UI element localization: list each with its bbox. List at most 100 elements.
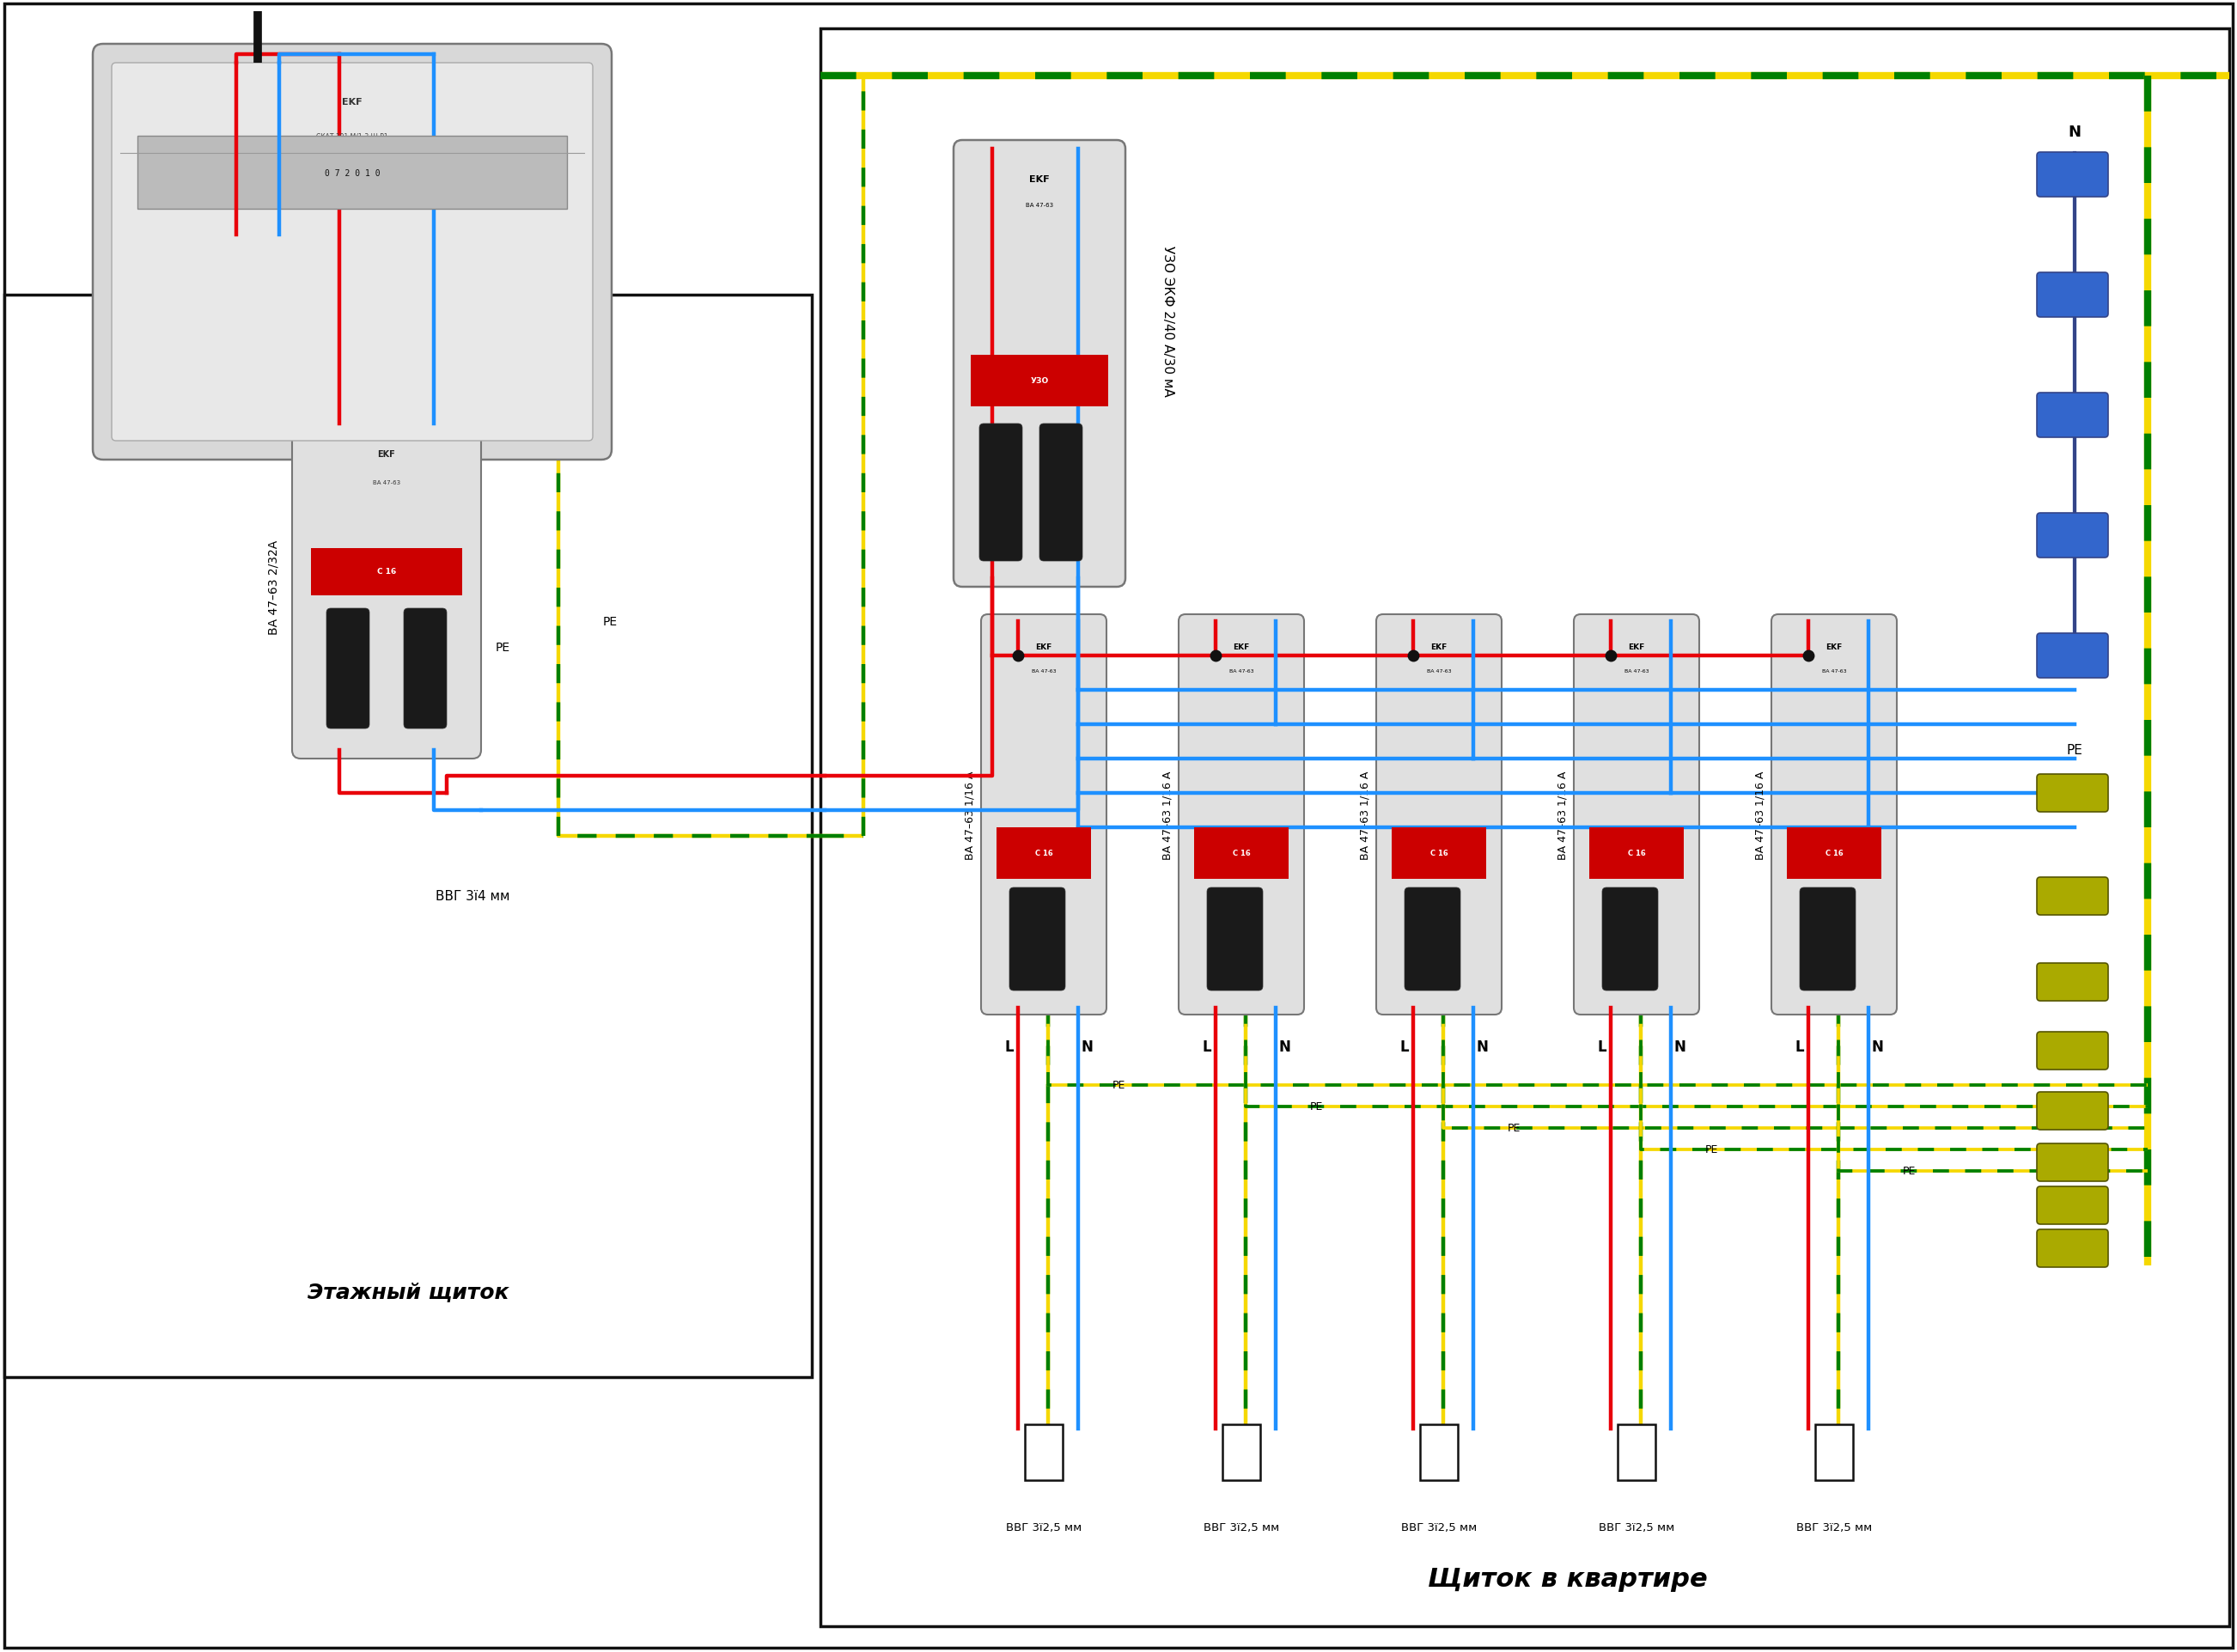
Bar <box>1025 1424 1063 1480</box>
Text: PE: PE <box>602 616 617 628</box>
FancyBboxPatch shape <box>2038 514 2107 558</box>
Bar <box>1420 1424 1459 1480</box>
Text: 0 7 2 0 1 0: 0 7 2 0 1 0 <box>324 169 380 178</box>
Text: ВА 47–63 1/16 А: ВА 47–63 1/16 А <box>1557 770 1568 859</box>
FancyBboxPatch shape <box>1009 887 1065 991</box>
Text: PE: PE <box>1705 1145 1718 1155</box>
Text: L: L <box>201 253 210 269</box>
Text: PE: PE <box>1508 1123 1521 1133</box>
Bar <box>1617 1424 1655 1480</box>
Text: ВВГ 3ї2,5 мм: ВВГ 3ї2,5 мм <box>1400 1521 1476 1533</box>
Text: PE: PE <box>494 641 510 654</box>
Text: СКАТ 101 М/1-3 Ш Р1: СКАТ 101 М/1-3 Ш Р1 <box>315 132 389 140</box>
FancyBboxPatch shape <box>1575 615 1700 1014</box>
Text: ВВГ 3ї2,5 мм: ВВГ 3ї2,5 мм <box>1007 1521 1083 1533</box>
Text: PE: PE <box>1311 1102 1324 1112</box>
Text: EKF: EKF <box>1036 644 1051 651</box>
FancyBboxPatch shape <box>2038 393 2107 438</box>
Text: L: L <box>1204 1039 1212 1054</box>
Text: ВВГ 3ї2,5 мм: ВВГ 3ї2,5 мм <box>1599 1521 1676 1533</box>
FancyBboxPatch shape <box>1179 615 1304 1014</box>
Text: ВА 47-63: ВА 47-63 <box>1031 669 1056 674</box>
FancyBboxPatch shape <box>1772 615 1897 1014</box>
Text: PE: PE <box>1904 1166 1917 1176</box>
FancyBboxPatch shape <box>2038 877 2107 915</box>
Text: C 16: C 16 <box>1429 849 1447 857</box>
FancyBboxPatch shape <box>1801 887 1854 991</box>
FancyBboxPatch shape <box>136 137 566 210</box>
Text: ВА 47–63 1/16 А: ВА 47–63 1/16 А <box>1161 770 1172 859</box>
FancyBboxPatch shape <box>1405 887 1461 991</box>
Bar <box>1221 1424 1259 1480</box>
Text: EKF: EKF <box>1233 644 1250 651</box>
Text: Этажный щиток: Этажный щиток <box>306 1280 508 1302</box>
Text: ВА 47-63: ВА 47-63 <box>1624 669 1649 674</box>
FancyBboxPatch shape <box>2038 963 2107 1001</box>
Text: N: N <box>1673 1039 1684 1054</box>
FancyBboxPatch shape <box>2038 1092 2107 1130</box>
Text: ВА 47-63: ВА 47-63 <box>1821 669 1846 674</box>
Text: ВА 47-63: ВА 47-63 <box>1027 203 1054 208</box>
FancyBboxPatch shape <box>2038 273 2107 317</box>
Text: N: N <box>1277 1039 1291 1054</box>
Bar <box>1588 828 1684 879</box>
Bar <box>1195 828 1289 879</box>
Text: C 16: C 16 <box>1825 849 1843 857</box>
Text: ВА 47-63: ВА 47-63 <box>1427 669 1452 674</box>
Text: ВВГ 3ї4 мм: ВВГ 3ї4 мм <box>436 890 510 904</box>
Text: Щиток в квартире: Щиток в квартире <box>1427 1566 1707 1591</box>
FancyBboxPatch shape <box>982 615 1107 1014</box>
Text: EKF: EKF <box>1825 644 1843 651</box>
Bar <box>995 828 1092 879</box>
FancyBboxPatch shape <box>2038 775 2107 813</box>
Text: C 16: C 16 <box>1233 849 1250 857</box>
Text: ВА 47-63: ВА 47-63 <box>1228 669 1253 674</box>
Text: EKF: EKF <box>1629 644 1644 651</box>
Bar <box>971 355 1107 406</box>
FancyBboxPatch shape <box>1208 887 1264 991</box>
FancyBboxPatch shape <box>2038 1186 2107 1224</box>
Text: EKF: EKF <box>342 97 362 106</box>
Text: ВА 47-63: ВА 47-63 <box>374 481 400 486</box>
Text: L: L <box>1597 1039 1606 1054</box>
FancyBboxPatch shape <box>112 63 593 441</box>
Text: C 16: C 16 <box>1629 849 1646 857</box>
Bar <box>1391 828 1485 879</box>
FancyBboxPatch shape <box>403 610 447 729</box>
Text: N: N <box>1870 1039 1884 1054</box>
FancyBboxPatch shape <box>980 425 1022 562</box>
Text: ВА 47–63 1/16 А: ВА 47–63 1/16 А <box>1754 770 1765 859</box>
FancyBboxPatch shape <box>293 416 481 758</box>
Text: L: L <box>1004 1039 1013 1054</box>
Text: EKF: EKF <box>1029 175 1049 183</box>
FancyBboxPatch shape <box>327 610 369 729</box>
Text: N: N <box>1476 1039 1488 1054</box>
Text: PE: PE <box>2067 743 2083 757</box>
Bar <box>311 548 463 596</box>
Text: ВА 47–63 1/16 А: ВА 47–63 1/16 А <box>964 770 975 859</box>
FancyBboxPatch shape <box>2038 1229 2107 1267</box>
Text: EKF: EKF <box>1432 644 1447 651</box>
FancyBboxPatch shape <box>2038 1032 2107 1070</box>
Bar <box>821 30 2230 1626</box>
FancyBboxPatch shape <box>2038 634 2107 679</box>
Text: L: L <box>1400 1039 1409 1054</box>
Text: C 16: C 16 <box>1036 849 1054 857</box>
FancyBboxPatch shape <box>1040 425 1083 562</box>
Text: C 16: C 16 <box>378 568 396 575</box>
Text: PE: PE <box>1112 1080 1125 1090</box>
Bar <box>1787 828 1881 879</box>
Text: EKF: EKF <box>378 449 396 459</box>
Bar <box>1814 1424 1852 1480</box>
Text: ВВГ 3ї2,5 мм: ВВГ 3ї2,5 мм <box>1796 1521 1872 1533</box>
Text: N: N <box>298 253 311 269</box>
Text: УЗО ЭКФ 2/40 А/30 мА: УЗО ЭКФ 2/40 А/30 мА <box>1161 246 1174 396</box>
FancyBboxPatch shape <box>2038 154 2107 198</box>
FancyBboxPatch shape <box>1376 615 1501 1014</box>
FancyBboxPatch shape <box>1602 887 1658 991</box>
Text: ВВГ 3ї2,5 мм: ВВГ 3ї2,5 мм <box>1204 1521 1280 1533</box>
Bar <box>4 296 812 1378</box>
FancyBboxPatch shape <box>953 140 1125 588</box>
FancyBboxPatch shape <box>92 45 611 461</box>
Text: N: N <box>1080 1039 1092 1054</box>
